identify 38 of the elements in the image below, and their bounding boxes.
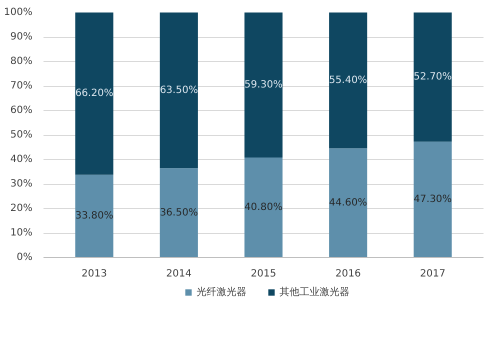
- data-label: 55.40%: [329, 74, 368, 86]
- data-label: 44.60%: [329, 197, 368, 208]
- legend-label: 其他工业激光器: [280, 286, 350, 299]
- y-tick-label: 50%: [10, 130, 33, 140]
- bar: [75, 174, 114, 258]
- y-tick-label: 0%: [16, 252, 33, 263]
- data-label: 40.80%: [244, 202, 283, 214]
- legend-label: 光纤激光器: [196, 286, 246, 299]
- bar: [414, 142, 452, 258]
- x-tick-label: 2016: [335, 268, 361, 280]
- y-tick-label: 40%: [10, 154, 33, 165]
- x-tick-label: 2013: [82, 268, 107, 280]
- data-label: 59.30%: [244, 79, 283, 90]
- y-tick-label: 90%: [10, 32, 33, 42]
- x-tick-label: 2014: [166, 268, 192, 280]
- data-label: 52.70%: [414, 72, 452, 83]
- data-label: 66.20%: [75, 88, 114, 100]
- bar: [75, 12, 114, 175]
- y-tick-label: 80%: [10, 56, 33, 67]
- y-tick-label: 30%: [10, 178, 33, 190]
- x-tick-label: 2017: [420, 268, 446, 280]
- bar: [329, 12, 368, 148]
- bar: [329, 148, 368, 258]
- y-tick-label: 70%: [10, 80, 33, 92]
- data-label: 33.80%: [75, 210, 114, 222]
- y-tick-label: 10%: [10, 228, 33, 238]
- y-tick-label: 60%: [10, 105, 33, 116]
- y-tick-label: 20%: [10, 203, 33, 214]
- y-tick-label: 100%: [4, 7, 33, 18]
- data-label: 63.50%: [160, 84, 198, 96]
- data-label: 47.30%: [414, 194, 452, 206]
- x-tick-label: 2015: [250, 268, 276, 280]
- bar: [160, 168, 198, 258]
- data-label: 36.50%: [160, 207, 198, 218]
- bar: [244, 158, 283, 258]
- bar: [160, 12, 198, 168]
- bar: [244, 12, 283, 158]
- bar: [414, 12, 452, 142]
